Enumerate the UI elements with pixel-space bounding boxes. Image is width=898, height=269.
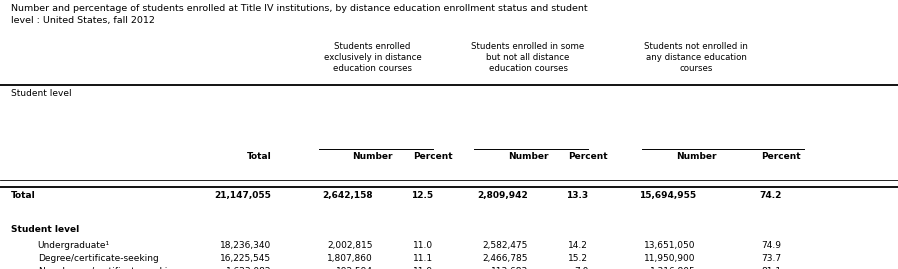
Text: 13.3: 13.3 (566, 191, 588, 200)
Text: Number: Number (352, 152, 393, 161)
Text: Number and percentage of students enrolled at Title IV institutions, by distance: Number and percentage of students enroll… (11, 4, 587, 25)
Text: Percent: Percent (413, 152, 453, 161)
Text: 2,002,815: 2,002,815 (327, 241, 373, 250)
Text: Students enrolled
exclusively in distance
education courses: Students enrolled exclusively in distanc… (324, 42, 421, 73)
Text: Percent: Percent (568, 152, 608, 161)
Text: 81.1: 81.1 (762, 267, 781, 269)
Text: Total: Total (11, 191, 36, 200)
Text: 1,316,805: 1,316,805 (650, 267, 696, 269)
Text: 73.7: 73.7 (762, 254, 781, 263)
Text: 15.2: 15.2 (568, 254, 588, 263)
Text: 2,466,785: 2,466,785 (482, 254, 528, 263)
Text: 113,683: 113,683 (491, 267, 528, 269)
Text: 15,694,955: 15,694,955 (638, 191, 696, 200)
Text: Students not enrolled in
any distance education
courses: Students not enrolled in any distance ed… (644, 42, 748, 73)
Text: 11.0: 11.0 (413, 241, 433, 250)
Text: 1,807,860: 1,807,860 (327, 254, 373, 263)
Text: 2,809,942: 2,809,942 (477, 191, 528, 200)
Text: Total: Total (246, 152, 271, 161)
Text: Percent: Percent (762, 152, 801, 161)
Text: 21,147,055: 21,147,055 (215, 191, 271, 200)
Text: 1,623,082: 1,623,082 (225, 267, 271, 269)
Text: Number: Number (507, 152, 549, 161)
Text: 16,225,545: 16,225,545 (220, 254, 271, 263)
Text: Student level: Student level (11, 89, 72, 98)
Text: 74.2: 74.2 (759, 191, 781, 200)
Text: 18,236,340: 18,236,340 (220, 241, 271, 250)
Text: 12.5: 12.5 (410, 191, 433, 200)
Text: Degree/certificate-seeking: Degree/certificate-seeking (38, 254, 158, 263)
Text: Non-degree/certificate-seeking: Non-degree/certificate-seeking (38, 267, 179, 269)
Text: 14.2: 14.2 (568, 241, 588, 250)
Text: Student level: Student level (11, 225, 79, 233)
Text: 192,594: 192,594 (336, 267, 373, 269)
Text: 11,950,900: 11,950,900 (645, 254, 696, 263)
Text: 2,582,475: 2,582,475 (482, 241, 528, 250)
Text: Undergraduate¹: Undergraduate¹ (38, 241, 110, 250)
Text: 74.9: 74.9 (762, 241, 781, 250)
Text: 11.1: 11.1 (413, 254, 433, 263)
Text: Students enrolled in some
but not all distance
education courses: Students enrolled in some but not all di… (471, 42, 585, 73)
Text: Number: Number (675, 152, 717, 161)
Text: 2,642,158: 2,642,158 (322, 191, 373, 200)
Text: 7.0: 7.0 (574, 267, 588, 269)
Text: 11.9: 11.9 (413, 267, 433, 269)
Text: 13,651,050: 13,651,050 (645, 241, 696, 250)
